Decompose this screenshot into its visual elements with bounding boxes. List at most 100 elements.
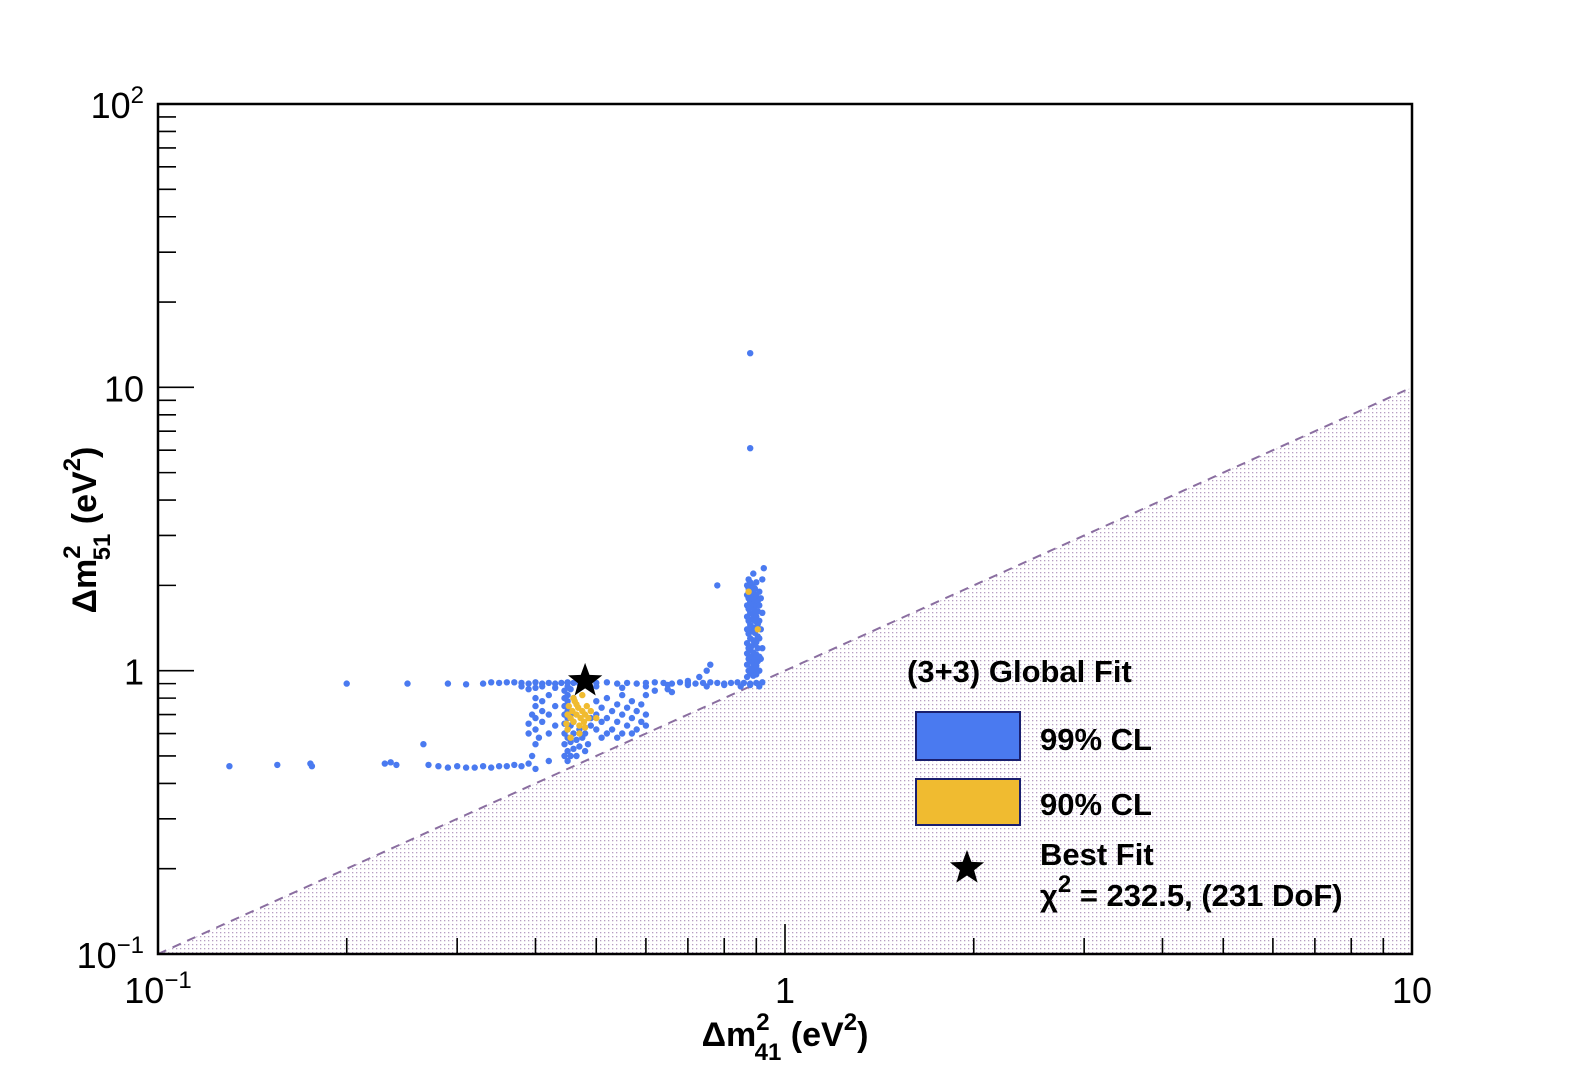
tick-labels: 10−1 1 10 10−1 1 10 102 [77, 82, 1432, 1011]
point-99cl-124 [573, 736, 580, 743]
point-99cl-133 [593, 726, 600, 733]
point-99cl-150 [623, 722, 631, 729]
point-99cl-95 [545, 691, 552, 699]
point-99cl-91 [539, 707, 546, 715]
point-99cl-67 [532, 684, 539, 691]
legend-best-fit-label: Best Fit [1040, 837, 1154, 872]
point-99cl-243 [757, 655, 764, 663]
point-99cl-242 [756, 588, 763, 595]
point-99cl-161 [642, 691, 650, 699]
point-99cl-87 [532, 702, 539, 710]
point-99cl-158 [638, 701, 645, 708]
point-90cl-22 [593, 714, 600, 722]
point-99cl-10 [425, 761, 432, 769]
point-99cl-45 [614, 680, 621, 687]
point-99cl-247 [759, 609, 766, 616]
point-99cl-80 [756, 683, 763, 690]
point-90cl-19 [579, 691, 586, 699]
point-99cl-35 [532, 679, 539, 686]
point-99cl-164 [668, 688, 676, 696]
point-99cl-114 [567, 752, 574, 760]
ticks-layer [157, 103, 1385, 955]
point-99cl-92 [539, 698, 546, 705]
point-99cl-221 [751, 585, 758, 592]
point-99cl-241 [756, 602, 763, 609]
point-99cl-137 [598, 718, 605, 725]
point-90cl-12 [580, 718, 588, 725]
point-99cl-13 [454, 763, 461, 770]
point-99cl-112 [564, 698, 571, 705]
point-99cl-56 [707, 679, 714, 686]
excluded-region [158, 387, 1412, 954]
point-90cl-20 [581, 724, 589, 731]
point-99cl-246 [759, 645, 766, 652]
point-99cl-96 [552, 722, 559, 729]
legend-label-99: 99% CL [1040, 722, 1152, 757]
point-99cl-169 [714, 582, 721, 589]
point-99cl-85 [532, 726, 539, 733]
point-99cl-165 [684, 677, 692, 685]
point-99cl-59 [727, 679, 735, 687]
point-99cl-113 [564, 691, 571, 699]
point-90cl-18 [576, 730, 583, 737]
point-90cl-0 [563, 720, 570, 727]
point-90cl-2 [565, 702, 572, 710]
best-fit-star-icon [568, 662, 603, 696]
point-99cl-144 [614, 734, 621, 741]
point-99cl-89 [535, 734, 543, 741]
point-99cl-84 [532, 741, 539, 748]
point-99cl-57 [714, 679, 721, 687]
point-99cl-39 [558, 679, 565, 687]
point-90cl-21 [587, 707, 594, 715]
point-99cl-245 [757, 595, 764, 602]
point-99cl-128 [581, 747, 589, 755]
point-99cl-24 [532, 765, 539, 773]
point-99cl-142 [608, 726, 616, 733]
point-99cl-30 [495, 679, 503, 687]
point-99cl-230 [753, 579, 760, 586]
point-99cl-93 [545, 730, 552, 737]
point-99cl-71 [593, 683, 600, 690]
point-99cl-146 [614, 701, 621, 708]
point-99cl-250 [747, 445, 754, 452]
x-tick-label: 10 [1392, 970, 1432, 1011]
point-99cl-21 [518, 763, 525, 770]
point-99cl-14 [462, 764, 470, 771]
point-99cl-54 [692, 680, 699, 687]
boundary-dashed-line [157, 386, 1413, 955]
y-tick-label: 102 [91, 82, 144, 126]
point-99cl-28 [479, 680, 487, 687]
point-90cl-9 [576, 722, 583, 729]
point-99cl-159 [642, 711, 650, 718]
point-99cl-141 [603, 694, 611, 702]
point-90cl-5 [570, 718, 577, 725]
point-99cl-15 [471, 764, 478, 771]
point-99cl-129 [581, 730, 589, 737]
y-tick-label: 10 [104, 368, 144, 409]
point-99cl-156 [633, 707, 640, 715]
point-99cl-118 [567, 686, 574, 693]
point-99cl-3 [308, 763, 316, 770]
point-99cl-47 [633, 680, 640, 687]
point-99cl-168 [707, 661, 714, 668]
legend-label-90: 90% CL [1040, 787, 1152, 822]
point-99cl-154 [628, 698, 636, 705]
legend-star-icon [949, 850, 985, 883]
point-99cl-22 [525, 760, 532, 767]
point-99cl-29 [488, 679, 495, 686]
point-99cl-139 [603, 730, 611, 737]
point-99cl-79 [747, 681, 754, 689]
point-99cl-131 [587, 722, 594, 729]
point-99cl-19 [503, 763, 510, 770]
point-90cl-15 [585, 714, 592, 722]
point-99cl-32 [511, 679, 518, 686]
point-99cl-86 [532, 714, 539, 722]
x-tick-label: 1 [775, 970, 795, 1011]
point-99cl-41 [570, 679, 577, 687]
point-99cl-6 [387, 759, 394, 766]
point-99cl-152 [628, 730, 636, 737]
point-99cl-49 [651, 679, 658, 686]
point-99cl-66 [525, 686, 532, 693]
point-99cl-248 [759, 576, 766, 583]
point-99cl-155 [633, 726, 640, 733]
